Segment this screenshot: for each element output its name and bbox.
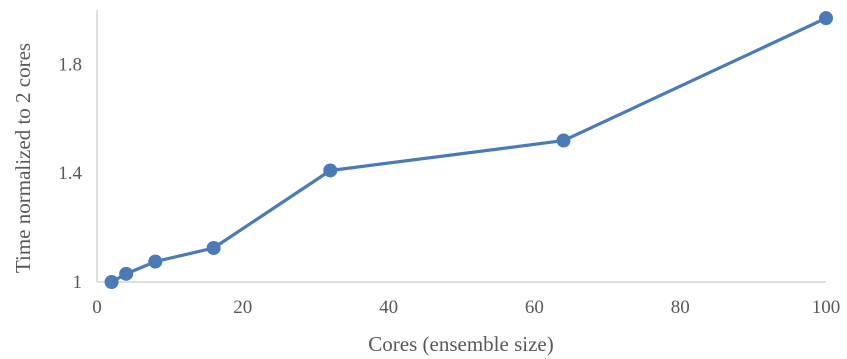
series-line [109, 16, 828, 284]
data-point [819, 11, 833, 26]
data-point [556, 133, 571, 148]
data-point [323, 163, 338, 178]
x-tick-label: 80 [671, 297, 690, 318]
y-axis-title: Time normalized to 2 cores [11, 43, 35, 273]
data-point [206, 241, 221, 255]
x-tick-label: 0 [92, 297, 102, 318]
series-layer [104, 11, 833, 289]
x-tick-label: 60 [525, 297, 544, 318]
y-tick-label: 1 [73, 272, 83, 293]
x-tick-labels: 0 20 40 60 80 100 [92, 297, 840, 318]
y-tick-labels: 1 1.4 1.8 [58, 54, 82, 293]
data-point [104, 275, 119, 289]
x-tick-label: 20 [233, 297, 252, 318]
y-tick-label: 1.4 [58, 163, 82, 184]
data-point [119, 266, 134, 281]
y-tick-label: 1.8 [58, 54, 82, 75]
x-axis-title: Cores (ensemble size) [368, 332, 553, 356]
x-tick-label: 40 [379, 297, 398, 318]
x-tick-label: 100 [812, 297, 841, 318]
data-point [148, 254, 163, 269]
